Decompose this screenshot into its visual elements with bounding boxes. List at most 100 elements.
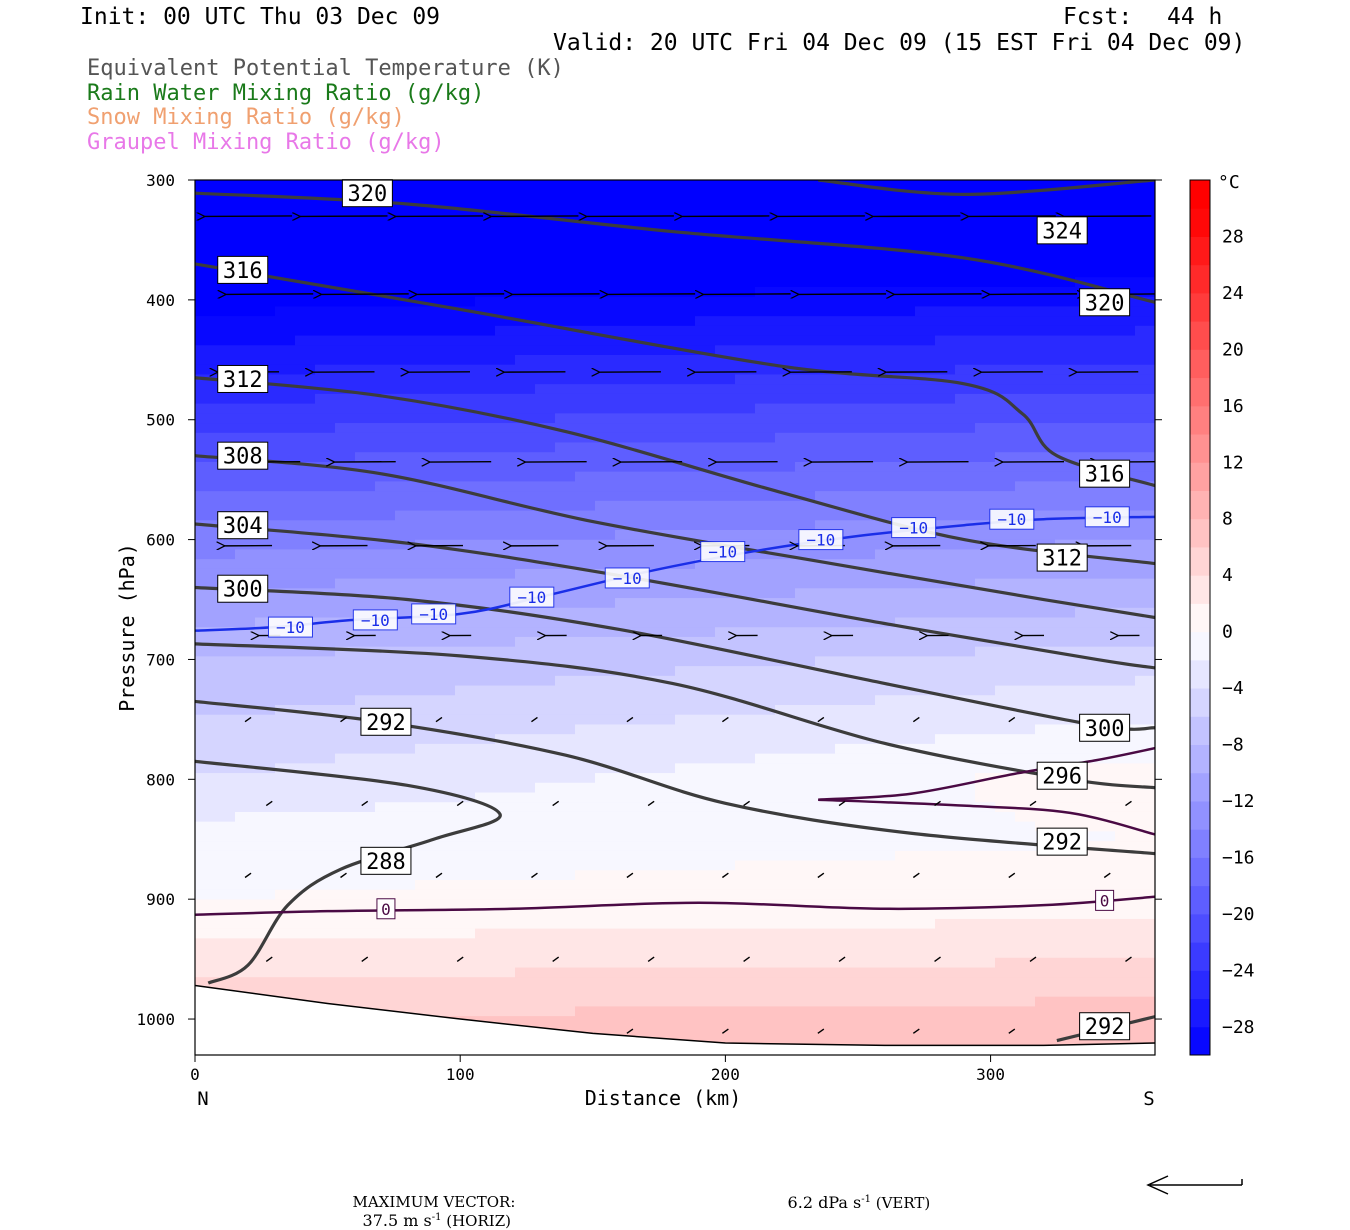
temperature-cell xyxy=(1015,793,1036,803)
temperature-cell xyxy=(575,306,596,316)
temperature-cell xyxy=(275,287,296,297)
temperature-cell xyxy=(995,336,1016,346)
temperature-cell xyxy=(1095,938,1116,948)
temperature-cell xyxy=(335,355,356,365)
temperature-cell xyxy=(235,199,256,209)
temperature-cell xyxy=(315,968,336,978)
temperature-cell xyxy=(475,374,496,384)
temperature-cell xyxy=(915,559,936,569)
temperature-cell xyxy=(635,812,656,822)
temperature-cell xyxy=(755,637,776,647)
temperature-cell xyxy=(895,987,916,997)
temperature-cell xyxy=(1115,569,1136,579)
temperature-cell xyxy=(515,326,536,336)
temperature-cell xyxy=(255,958,276,968)
temperature-cell xyxy=(275,219,296,229)
temperature-cell xyxy=(875,598,896,608)
temperature-cell xyxy=(715,968,736,978)
temperature-cell xyxy=(575,462,596,472)
temperature-cell xyxy=(895,968,916,978)
temperature-cell xyxy=(295,968,316,978)
temperature-cell xyxy=(995,530,1016,540)
temperature-cell xyxy=(815,452,836,462)
temperature-cell xyxy=(535,219,556,229)
temperature-cell xyxy=(815,433,836,443)
temperature-cell xyxy=(335,423,356,433)
temperature-cell xyxy=(415,958,436,968)
temperature-cell xyxy=(815,248,836,258)
temperature-cell xyxy=(555,452,576,462)
temperature-cell xyxy=(375,501,396,511)
temperature-cell xyxy=(455,258,476,268)
temperature-cell xyxy=(475,268,496,278)
temperature-cell xyxy=(795,793,816,803)
temperature-cell xyxy=(255,209,276,219)
temperature-cell xyxy=(775,443,796,453)
temperature-cell xyxy=(535,394,556,404)
temperature-cell xyxy=(1095,588,1116,598)
temperature-cell xyxy=(255,481,276,491)
temperature-cell xyxy=(995,481,1016,491)
temperature-cell xyxy=(1015,355,1036,365)
temperature-cell xyxy=(375,219,396,229)
temperature-cell xyxy=(615,861,636,871)
temperature-cell xyxy=(775,501,796,511)
temperature-cell xyxy=(515,724,536,734)
temperature-cell xyxy=(815,783,836,793)
temperature-cell xyxy=(455,530,476,540)
temperature-cell xyxy=(315,831,336,841)
temperature-cell xyxy=(675,268,696,278)
temperature-cell xyxy=(455,686,476,696)
temperature-cell xyxy=(795,229,816,239)
temperature-cell xyxy=(1055,724,1076,734)
temperature-cell xyxy=(1135,948,1156,958)
temperature-cell xyxy=(535,793,556,803)
temperature-cell xyxy=(955,306,976,316)
temperature-cell xyxy=(495,345,516,355)
temperature-cell xyxy=(895,549,916,559)
temperature-cell xyxy=(955,481,976,491)
temperature-cell xyxy=(535,306,556,316)
temperature-cell xyxy=(1135,345,1156,355)
temperature-cell xyxy=(315,472,336,482)
temperature-cell xyxy=(835,647,856,657)
temperature-cell xyxy=(395,404,416,414)
temperature-cell xyxy=(915,870,936,880)
temperature-cell xyxy=(555,637,576,647)
temperature-cell xyxy=(315,229,336,239)
temperature-cell xyxy=(1015,656,1036,666)
temperature-cell xyxy=(535,384,556,394)
temperature-cell xyxy=(775,511,796,521)
temperature-cell xyxy=(915,880,936,890)
temperature-cell xyxy=(795,219,816,229)
temperature-cell xyxy=(635,326,656,336)
temperature-cell xyxy=(255,306,276,316)
temperature-cell xyxy=(775,355,796,365)
temperature-cell xyxy=(635,355,656,365)
temperature-cell xyxy=(935,997,956,1007)
temperature-cell xyxy=(995,880,1016,890)
temperature-cell xyxy=(555,491,576,501)
temperature-cell xyxy=(835,841,856,851)
temperature-cell xyxy=(855,277,876,287)
temperature-cell xyxy=(695,1026,716,1036)
temperature-cell xyxy=(975,248,996,258)
temperature-cell xyxy=(1015,306,1036,316)
isotherm-label: −10 xyxy=(276,618,305,637)
temperature-cell xyxy=(755,754,776,764)
temperature-cell xyxy=(415,627,436,637)
temperature-cell xyxy=(815,306,836,316)
temperature-cell xyxy=(595,686,616,696)
temperature-cell xyxy=(915,326,936,336)
temperature-cell xyxy=(1135,695,1156,705)
temperature-cell xyxy=(775,384,796,394)
temperature-cell xyxy=(875,715,896,725)
temperature-cell xyxy=(1055,199,1076,209)
temperature-cell xyxy=(215,666,236,676)
temperature-cell xyxy=(535,851,556,861)
temperature-cell xyxy=(235,326,256,336)
temperature-cell xyxy=(755,384,776,394)
temperature-cell xyxy=(1015,929,1036,939)
temperature-cell xyxy=(1015,1006,1036,1016)
temperature-cell xyxy=(875,754,896,764)
